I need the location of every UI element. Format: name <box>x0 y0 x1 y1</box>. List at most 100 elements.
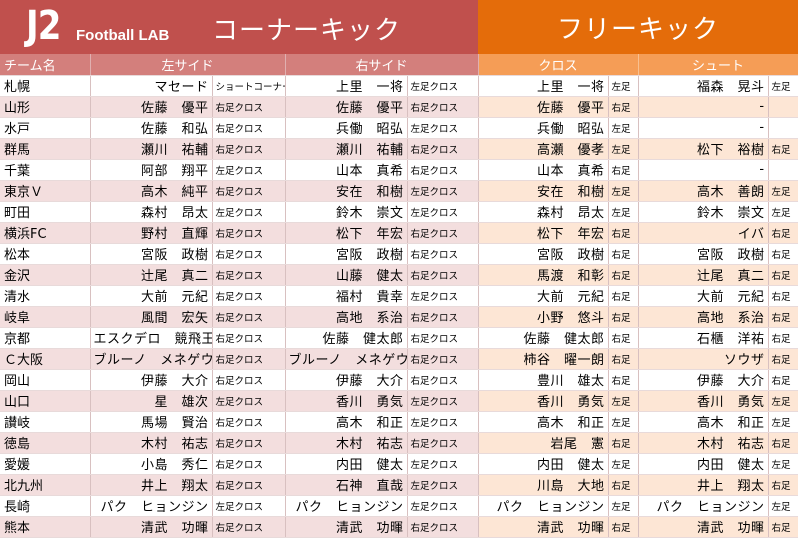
right-kick-type: 左足クロス <box>407 201 479 223</box>
team-name: 札幌 <box>0 75 91 97</box>
table-row: 札幌 マセード ショートコーナー 上里 一将 左足クロス 上里 一将 左足 福森 晃斗 左足 <box>0 75 798 97</box>
shoot-foot: 左足 <box>768 75 798 97</box>
right-kicker: 佐藤 健太郎 <box>285 327 408 349</box>
team-name: 愛媛 <box>0 453 91 475</box>
left-kick-type: 右足クロス <box>212 327 286 349</box>
left-kick-type: 右足クロス <box>212 306 286 328</box>
table-row: 松本 宮阪 政樹 右足クロス 宮阪 政樹 右足クロス 宮阪 政樹 右足 宮阪 政樹 右足 <box>0 243 798 265</box>
cross-foot: 右足 <box>608 243 639 265</box>
col-team: チーム名 <box>0 54 91 76</box>
team-name: 水戸 <box>0 117 91 139</box>
right-kick-type: 左足クロス <box>407 117 479 139</box>
column-header-row: チーム名 左サイド 右サイド クロス シュート <box>0 54 798 76</box>
left-kick-type: 左足クロス <box>212 390 286 412</box>
right-kicker: 鈴木 崇文 <box>285 201 408 223</box>
shoot-foot: 左足 <box>768 495 798 517</box>
shoot-foot <box>768 159 798 181</box>
corner-kick-title: コーナーキック <box>212 16 402 46</box>
team-name: 町田 <box>0 201 91 223</box>
left-kicker: パク ヒョンジン <box>90 495 213 517</box>
team-name: 山口 <box>0 390 91 412</box>
shoot-kicker: パク ヒョンジン <box>638 495 769 517</box>
table-row: 京都 エスクデロ 競飛王 右足クロス 佐藤 健太郎 右足クロス 佐藤 健太郎 右足 石櫃 洋祐… <box>0 327 798 349</box>
shoot-kicker: 大前 元紀 <box>638 285 769 307</box>
table-row: 愛媛 小島 秀仁 右足クロス 内田 健太 左足クロス 内田 健太 左足 内田 健太 左足 <box>0 453 798 475</box>
cross-kicker: 大前 元紀 <box>478 285 609 307</box>
table-row: 北九州 井上 翔太 右足クロス 石神 直哉 左足クロス 川島 大地 右足 井上 翔太 右足 <box>0 474 798 496</box>
right-kick-type: 右足クロス <box>407 138 479 160</box>
left-kicker: 阿部 翔平 <box>90 159 213 181</box>
right-kicker: 清武 功暉 <box>285 516 408 538</box>
left-kicker: 宮阪 政樹 <box>90 243 213 265</box>
left-kicker: 風間 宏矢 <box>90 306 213 328</box>
cross-foot: 左足 <box>608 453 639 475</box>
team-name: 岡山 <box>0 369 91 391</box>
shoot-kicker: 高地 系治 <box>638 306 769 328</box>
shoot-kicker: 松下 裕樹 <box>638 138 769 160</box>
right-kicker: 上里 一将 <box>285 75 408 97</box>
left-kicker: エスクデロ 競飛王 <box>90 327 213 349</box>
cross-foot: 右足 <box>608 96 639 118</box>
shoot-kicker: 高木 和正 <box>638 411 769 433</box>
table-row: 讃岐 馬場 賢治 右足クロス 高木 和正 左足クロス 高木 和正 左足 高木 和正 左足 <box>0 411 798 433</box>
shoot-kicker: イバ <box>638 222 769 244</box>
right-kicker: 佐藤 優平 <box>285 96 408 118</box>
table-row: 東京Ｖ 高木 純平 右足クロス 安在 和樹 左足クロス 安在 和樹 左足 高木 善朗 左足 <box>0 180 798 202</box>
cross-foot: 右足 <box>608 474 639 496</box>
right-kick-type: 右足クロス <box>407 96 479 118</box>
right-kicker: 瀬川 祐輔 <box>285 138 408 160</box>
right-kick-type: 左足クロス <box>407 180 479 202</box>
shoot-kicker: ソウザ <box>638 348 769 370</box>
left-kicker: 瀬川 祐輔 <box>90 138 213 160</box>
shoot-foot: 右足 <box>768 138 798 160</box>
table-row: 岡山 伊藤 大介 右足クロス 伊藤 大介 右足クロス 豊川 雄太 右足 伊藤 大介 右足 <box>0 369 798 391</box>
shoot-kicker: 辻尾 真二 <box>638 264 769 286</box>
right-kick-type: 左足クロス <box>407 285 479 307</box>
cross-foot: 左足 <box>608 390 639 412</box>
left-kicker: 佐藤 優平 <box>90 96 213 118</box>
shoot-kicker: - <box>638 117 769 139</box>
cross-foot: 左足 <box>608 138 639 160</box>
shoot-foot: 左足 <box>768 201 798 223</box>
left-kicker: 清武 功暉 <box>90 516 213 538</box>
cross-kicker: 馬渡 和彰 <box>478 264 609 286</box>
left-kick-type: 右足クロス <box>212 96 286 118</box>
left-kicker: 木村 祐志 <box>90 432 213 454</box>
shoot-foot: 右足 <box>768 285 798 307</box>
team-name: 群馬 <box>0 138 91 160</box>
left-kick-type: 右足クロス <box>212 453 286 475</box>
shoot-kicker: - <box>638 159 769 181</box>
table-row: 千葉 阿部 翔平 左足クロス 山本 真希 右足クロス 山本 真希 右足 - <box>0 159 798 181</box>
left-kicker: マセード <box>90 75 213 97</box>
cross-foot: 左足 <box>608 495 639 517</box>
shoot-kicker: 内田 健太 <box>638 453 769 475</box>
cross-foot: 右足 <box>608 348 639 370</box>
right-kick-type: 右足クロス <box>407 243 479 265</box>
right-kicker: パク ヒョンジン <box>285 495 408 517</box>
right-kicker: 福村 貴幸 <box>285 285 408 307</box>
cross-kicker: 兵働 昭弘 <box>478 117 609 139</box>
team-name: 山形 <box>0 96 91 118</box>
shoot-kicker: 高木 善朗 <box>638 180 769 202</box>
table-row: 町田 森村 昂太 左足クロス 鈴木 崇文 左足クロス 森村 昂太 左足 鈴木 崇文 左足 <box>0 201 798 223</box>
right-kick-type: 右足クロス <box>407 159 479 181</box>
team-name: Ｃ大阪 <box>0 348 91 370</box>
team-name: 金沢 <box>0 264 91 286</box>
cross-kicker: 柿谷 曜一朗 <box>478 348 609 370</box>
right-kick-type: 左足クロス <box>407 474 479 496</box>
right-kick-type: 右足クロス <box>407 432 479 454</box>
right-kicker: ブルーノ メネゲウ <box>285 348 408 370</box>
cross-kicker: 清武 功暉 <box>478 516 609 538</box>
cross-kicker: 佐藤 優平 <box>478 96 609 118</box>
shoot-foot: 左足 <box>768 180 798 202</box>
left-kicker: ブルーノ メネゲウ <box>90 348 213 370</box>
table-row: 長崎 パク ヒョンジン 左足クロス パク ヒョンジン 左足クロス パク ヒョンジン 左足 パク… <box>0 495 798 517</box>
team-name: 讃岐 <box>0 411 91 433</box>
cross-kicker: 宮阪 政樹 <box>478 243 609 265</box>
right-kick-type: 右足クロス <box>407 327 479 349</box>
cross-kicker: 香川 勇気 <box>478 390 609 412</box>
team-name: 清水 <box>0 285 91 307</box>
right-kicker: 山本 真希 <box>285 159 408 181</box>
shoot-foot <box>768 96 798 118</box>
